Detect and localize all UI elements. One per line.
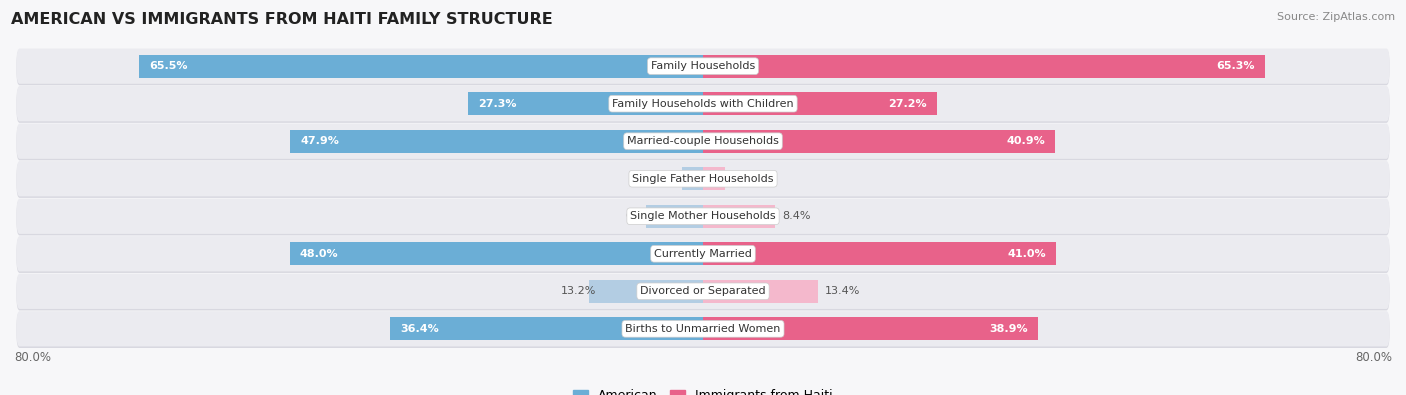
Text: 2.6%: 2.6% (733, 174, 761, 184)
FancyBboxPatch shape (17, 199, 1389, 234)
Text: Family Households: Family Households (651, 61, 755, 71)
Text: Married-couple Households: Married-couple Households (627, 136, 779, 146)
Bar (703, 55, 1265, 78)
Bar (703, 130, 1056, 153)
FancyBboxPatch shape (17, 161, 1389, 196)
FancyBboxPatch shape (17, 88, 1389, 123)
Text: Source: ZipAtlas.com: Source: ZipAtlas.com (1277, 12, 1395, 22)
Text: 41.0%: 41.0% (1007, 249, 1046, 259)
Text: Single Father Households: Single Father Households (633, 174, 773, 184)
Text: 65.3%: 65.3% (1216, 61, 1256, 71)
Bar (703, 92, 938, 115)
Text: 6.6%: 6.6% (624, 211, 652, 221)
FancyBboxPatch shape (17, 274, 1389, 309)
Text: 8.4%: 8.4% (782, 211, 811, 221)
Bar (647, 205, 703, 228)
FancyBboxPatch shape (17, 163, 1389, 198)
Text: 13.2%: 13.2% (561, 286, 596, 296)
Bar (389, 317, 703, 340)
FancyBboxPatch shape (17, 50, 1389, 85)
Text: 27.3%: 27.3% (478, 99, 517, 109)
Text: Currently Married: Currently Married (654, 249, 752, 259)
Text: 80.0%: 80.0% (14, 351, 51, 364)
Text: 36.4%: 36.4% (399, 324, 439, 334)
Bar (139, 55, 703, 78)
Bar (703, 242, 1056, 265)
FancyBboxPatch shape (17, 125, 1389, 160)
Text: Divorced or Separated: Divorced or Separated (640, 286, 766, 296)
Text: Family Households with Children: Family Households with Children (612, 99, 794, 109)
Text: 38.9%: 38.9% (988, 324, 1028, 334)
Bar (703, 167, 725, 190)
FancyBboxPatch shape (17, 311, 1389, 346)
FancyBboxPatch shape (17, 49, 1389, 84)
Text: AMERICAN VS IMMIGRANTS FROM HAITI FAMILY STRUCTURE: AMERICAN VS IMMIGRANTS FROM HAITI FAMILY… (11, 12, 553, 27)
FancyBboxPatch shape (17, 313, 1389, 348)
Bar (703, 205, 775, 228)
Text: 48.0%: 48.0% (299, 249, 339, 259)
Text: 47.9%: 47.9% (301, 136, 340, 146)
Text: 13.4%: 13.4% (825, 286, 860, 296)
Bar (589, 280, 703, 303)
Bar (290, 242, 703, 265)
Bar (703, 317, 1038, 340)
FancyBboxPatch shape (17, 200, 1389, 235)
FancyBboxPatch shape (17, 275, 1389, 310)
Text: 2.4%: 2.4% (661, 174, 689, 184)
FancyBboxPatch shape (17, 236, 1389, 271)
Text: 40.9%: 40.9% (1007, 136, 1045, 146)
Text: 80.0%: 80.0% (1355, 351, 1392, 364)
FancyBboxPatch shape (17, 238, 1389, 273)
Legend: American, Immigrants from Haiti: American, Immigrants from Haiti (568, 384, 838, 395)
FancyBboxPatch shape (17, 86, 1389, 121)
Text: Single Mother Households: Single Mother Households (630, 211, 776, 221)
FancyBboxPatch shape (17, 124, 1389, 159)
Text: Births to Unmarried Women: Births to Unmarried Women (626, 324, 780, 334)
Bar (291, 130, 703, 153)
Bar (703, 280, 818, 303)
Text: 27.2%: 27.2% (889, 99, 927, 109)
Bar (468, 92, 703, 115)
Text: 65.5%: 65.5% (149, 61, 188, 71)
Bar (682, 167, 703, 190)
